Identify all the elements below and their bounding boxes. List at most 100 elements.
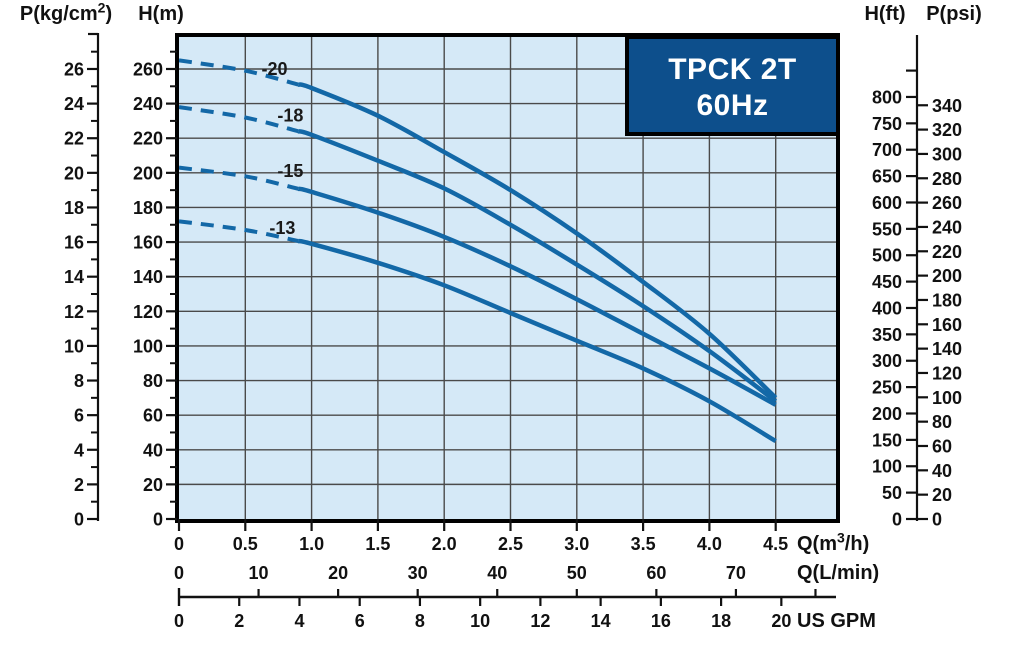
model-title-box: TPCK 2T 60Hz — [625, 35, 840, 136]
pressure-kgcm2-axis-title-text: P(kg/cm — [19, 3, 98, 25]
pressure-kgcm2-tick-label: 12 — [64, 302, 84, 322]
plot-border — [175, 33, 840, 523]
pressure-psi-tick-label: 240 — [932, 217, 962, 237]
pressure-psi-axis-title: P(psi) — [926, 3, 982, 25]
pressure-kgcm2-tick-label: 26 — [64, 59, 84, 79]
flow-m3h-tick-label: 3.5 — [631, 534, 656, 554]
flow-m3h-axis-title-sup: 3 — [837, 529, 845, 546]
head-ft-tick-label: 200 — [872, 404, 902, 424]
flow-m3h-axis-title-text: Q(m — [797, 533, 837, 555]
curve-labels: -20 -18 -15 -13 — [261, 59, 303, 238]
pressure-psi-tick-label: 320 — [932, 120, 962, 140]
head-ft-tick-label: 600 — [872, 193, 902, 213]
flow-m3h-tick-label: 0 — [174, 534, 184, 554]
flow-usgpm-tick-label: 6 — [355, 611, 365, 631]
head-ft-tick-label: 500 — [872, 246, 902, 266]
curve--18 — [297, 129, 778, 404]
flow-usgpm-tick-label: 10 — [470, 611, 490, 631]
head-m-tick-label: 240 — [133, 94, 163, 114]
pressure-psi-tick-label: 140 — [932, 339, 962, 359]
flow-usgpm-tick-label: 20 — [771, 611, 791, 631]
pressure-psi-tick-label: 280 — [932, 169, 962, 189]
model-name: TPCK 2T — [668, 53, 797, 86]
pressure-psi-tick-label: 260 — [932, 193, 962, 213]
head-m-tick-label: 180 — [133, 198, 163, 218]
curve-dashed--13 — [179, 219, 299, 243]
pressure-psi-tick-label: 180 — [932, 290, 962, 310]
pressure-kgcm2-tick-label: 14 — [64, 267, 84, 287]
head-ft-tick-label: 350 — [872, 325, 902, 345]
flow-lmin-tick-label: 60 — [646, 563, 666, 583]
pressure-kgcm2-tick-label: 20 — [64, 163, 84, 183]
head-ft-tick-label: 450 — [872, 272, 902, 292]
flow-lmin-tick-label: 30 — [408, 563, 428, 583]
pressure-psi-tick-label: 220 — [932, 242, 962, 262]
pressure-kgcm2-tick-label: 6 — [74, 406, 84, 426]
flow-usgpm-tick-label: 0 — [174, 611, 184, 631]
head-m-tick-label: 60 — [143, 406, 163, 426]
head-ft-tick-label: 800 — [872, 87, 902, 107]
flow-m3h-tick-label: 3.0 — [564, 534, 589, 554]
flow-m3h-tick-label: 0.5 — [233, 534, 258, 554]
flow-lmin-tick-label: 50 — [567, 563, 587, 583]
curve--20 — [297, 82, 778, 400]
pressure-kgcm2-axis-title: P(kg/cm2) — [14, 0, 118, 26]
pressure-kgcm2-tick-label: 18 — [64, 198, 84, 218]
flow-usgpm-tick-label: 14 — [591, 611, 611, 631]
pressure-psi-tick-label: 0 — [932, 510, 942, 530]
flow-m3h-tick-label: 2.0 — [432, 534, 457, 554]
curves — [179, 58, 778, 444]
pressure-kgcm2-axis-title-close: ) — [105, 3, 113, 25]
head-m-tick-label: 260 — [133, 59, 163, 79]
head-m-tick-label: 40 — [143, 440, 163, 460]
head-m-tick-label: 220 — [133, 129, 163, 149]
pressure-psi-tick-label: 80 — [932, 412, 952, 432]
head-ft-tick-label: 750 — [872, 114, 902, 134]
pressure-psi-tick-label: 160 — [932, 315, 962, 335]
curve--13 — [297, 238, 777, 444]
pressure-kgcm2-tick-label: 2 — [74, 475, 84, 495]
head-m-tick-label: 120 — [133, 302, 163, 322]
head-ft-tick-label: 250 — [872, 378, 902, 398]
pressure-psi-tick-label: 120 — [932, 363, 962, 383]
head-ft-tick-label: 50 — [882, 483, 902, 503]
head-m-tick-label: 100 — [133, 336, 163, 356]
curve-label--13: -13 — [269, 218, 295, 238]
flow-m3h-axis-title: Q(m3/h) — [797, 529, 870, 556]
curve-label--18: -18 — [277, 106, 303, 126]
flow-m3h-tick-label: 4.5 — [763, 534, 788, 554]
pressure-kgcm2-tick-label: 22 — [64, 129, 84, 149]
head-m-tick-label: 200 — [133, 163, 163, 183]
head-m-tick-label: 160 — [133, 233, 163, 253]
head-m-axis-title: H(m) — [138, 3, 184, 25]
head-m-tick-label: 140 — [133, 267, 163, 287]
pressure-psi-tick-label: 340 — [932, 96, 962, 116]
curve-dashed--18 — [179, 105, 299, 134]
flow-m3h-axis-title-close: /h) — [844, 533, 870, 555]
pressure-kgcm2-tick-label: 16 — [64, 233, 84, 253]
flow-usgpm-tick-label: 8 — [415, 611, 425, 631]
pressure-psi-tick-label: 20 — [932, 485, 952, 505]
flow-usgpm-tick-label: 12 — [530, 611, 550, 631]
flow-usgpm-tick-label: 18 — [711, 611, 731, 631]
pressure-kgcm2-tick-label: 8 — [74, 371, 84, 391]
head-ft-tick-label: 700 — [872, 140, 902, 160]
pressure-kgcm2-tick-label: 10 — [64, 336, 84, 356]
flow-lmin-tick-label: 20 — [328, 563, 348, 583]
head-ft-tick-label: 550 — [872, 219, 902, 239]
flow-lmin-tick-label: 70 — [726, 563, 746, 583]
flow-usgpm-tick-label: 16 — [651, 611, 671, 631]
head-ft-tick-label: 400 — [872, 298, 902, 318]
curve--15 — [297, 186, 777, 407]
flow-usgpm-axis-title: US GPM — [797, 610, 876, 632]
pressure-kgcm2-tick-label: 24 — [64, 94, 84, 114]
pressure-psi-tick-label: 100 — [932, 388, 962, 408]
curve-label--20: -20 — [261, 59, 287, 79]
head-ft-tick-label: 650 — [872, 167, 902, 187]
pressure-kgcm2-tick-label: 0 — [74, 510, 84, 530]
flow-m3h-tick-label: 2.5 — [498, 534, 523, 554]
pressure-psi-tick-label: 200 — [932, 266, 962, 286]
head-m-tick-label: 20 — [143, 475, 163, 495]
head-ft-tick-label: 100 — [872, 457, 902, 477]
